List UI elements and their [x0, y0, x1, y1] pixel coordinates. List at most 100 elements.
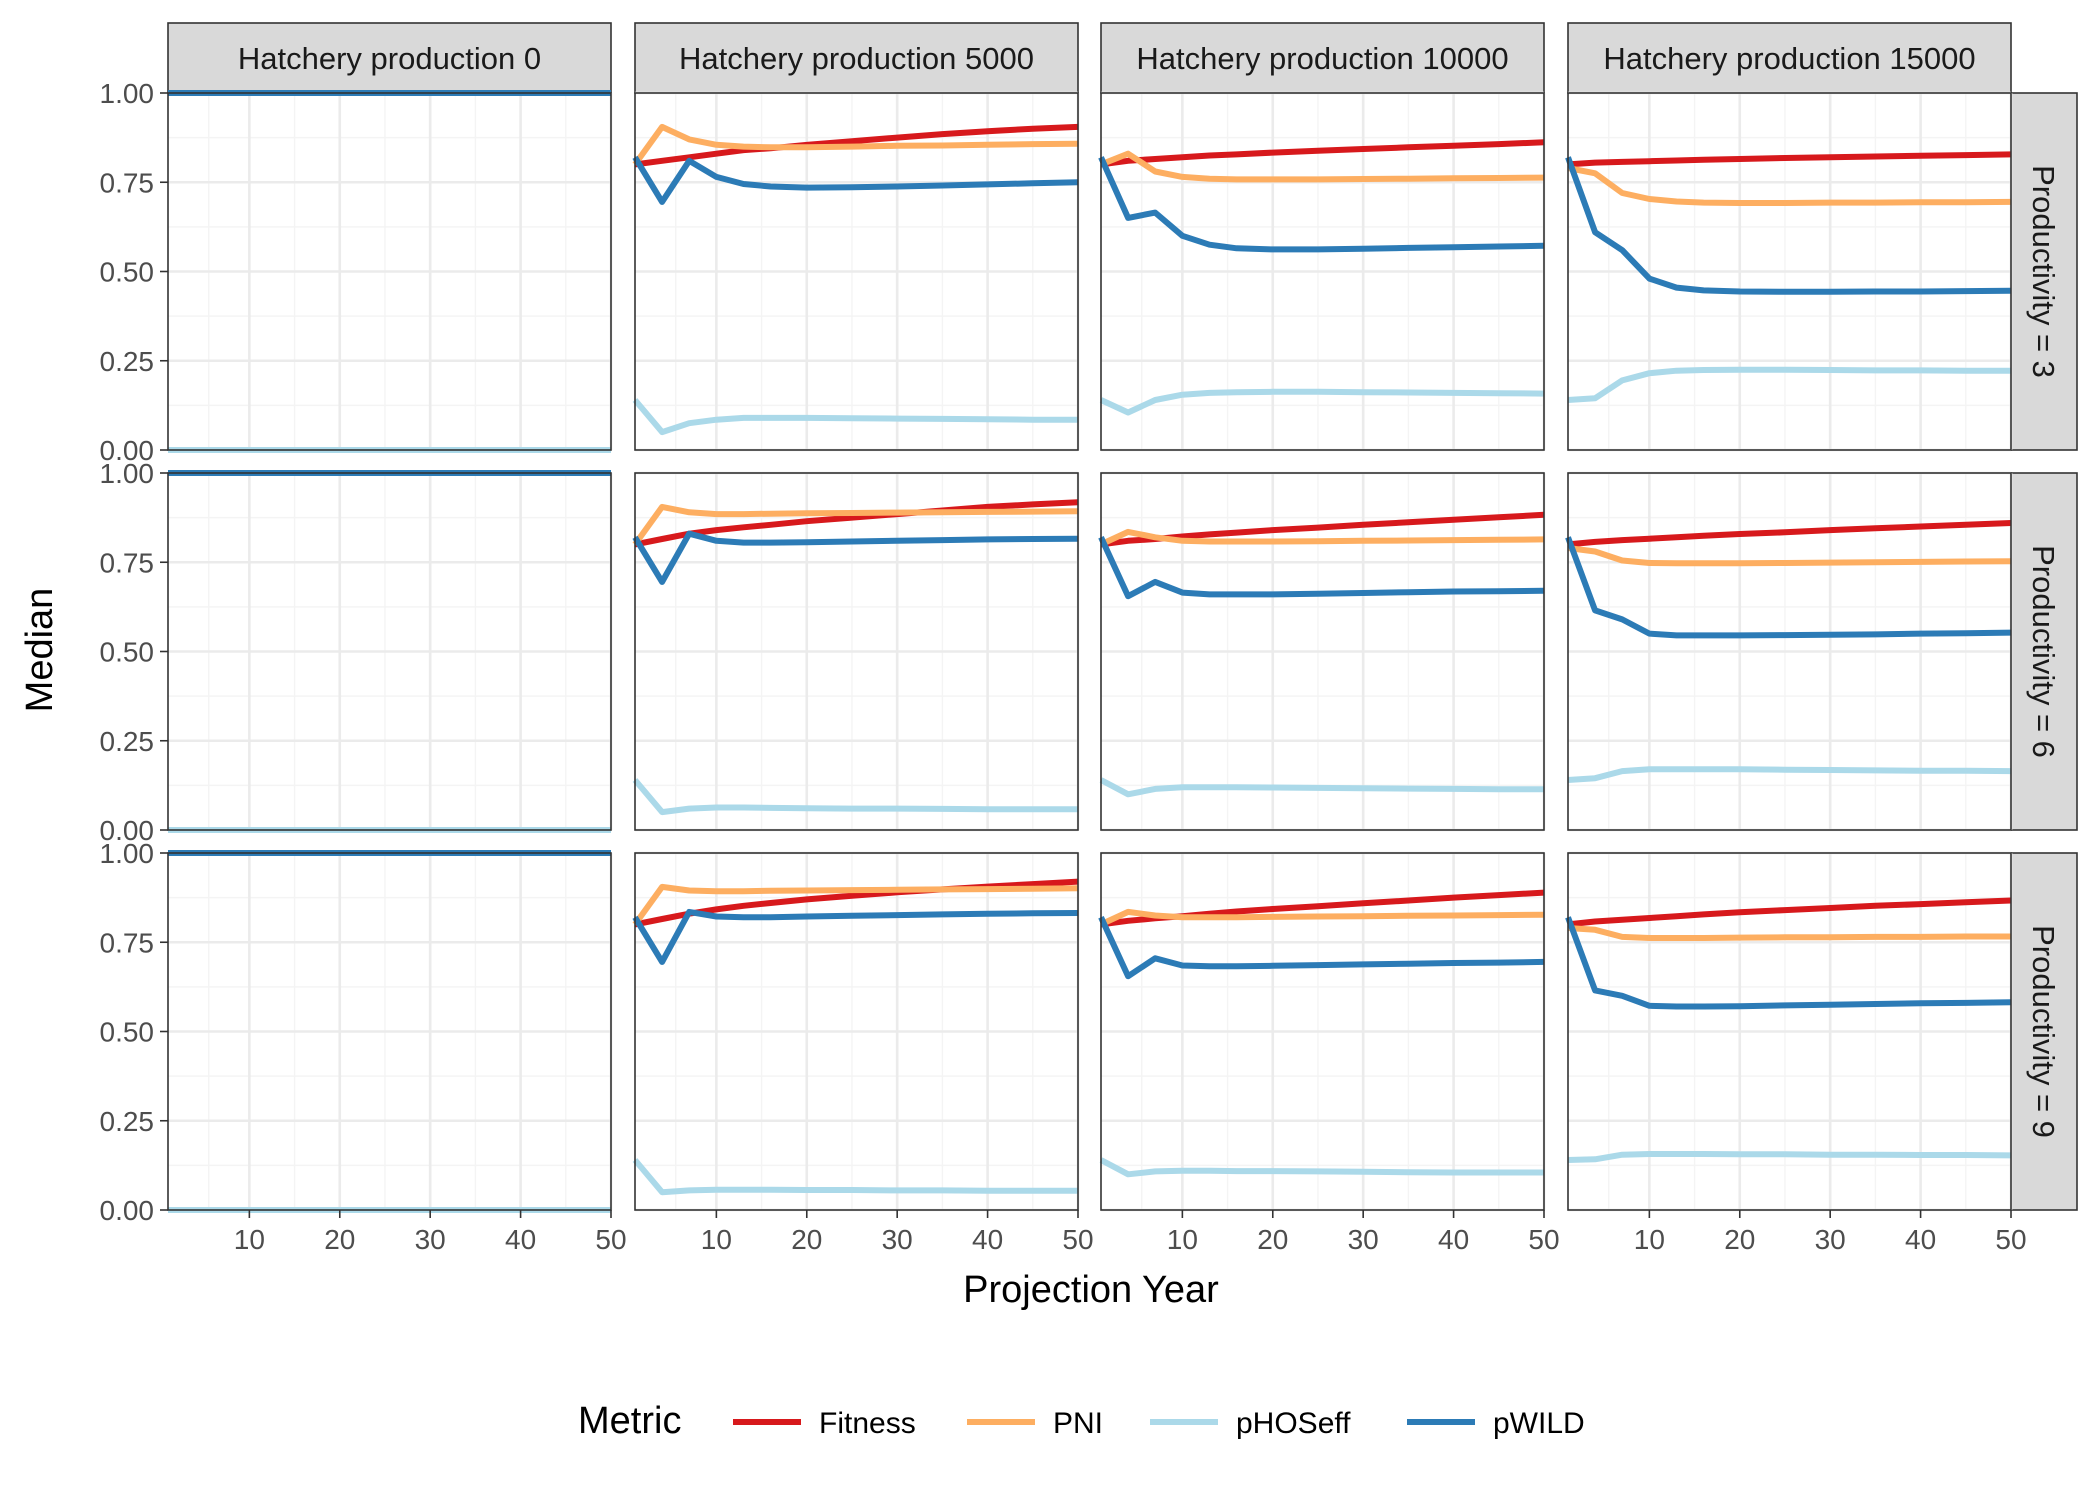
x-tick-label: 30: [1348, 1224, 1379, 1255]
facet-strip-hatchery-production-0: Hatchery production 0: [167, 22, 612, 94]
panel-border: [1100, 472, 1545, 831]
panel-productivity-6-hatchery-production-5000: [632, 471, 1080, 832]
y-tick-label: 1.00: [100, 458, 155, 489]
y-tick-label: 0.75: [100, 927, 155, 958]
facet-strip-label: Hatchery production 5000: [679, 41, 1034, 76]
facet-strip-label: Productivity = 9: [2026, 925, 2061, 1138]
x-tick-label: 50: [1995, 1224, 2026, 1255]
facet-strip-productivity-6: Productivity = 6: [2010, 472, 2078, 831]
panel-productivity-9-hatchery-production-0: 0.00 0.25 0.50 0.75 1.00 10 20 30 40 50: [100, 838, 627, 1255]
series-line-phoseff: [1099, 1157, 1544, 1178]
series-line-phoseff: [632, 1158, 1078, 1196]
facet-strip-background: [1100, 22, 1545, 94]
series-line-pwild: [1565, 916, 2012, 1010]
legend-entry-pni: PNI: [967, 1407, 1103, 1440]
x-tick-label: 40: [1438, 1224, 1469, 1255]
series-line-pwild: [632, 155, 1079, 205]
panel-productivity-3-hatchery-production-15000: [1565, 91, 2013, 452]
x-tick-label: 10: [701, 1224, 732, 1255]
x-tick-label: 40: [972, 1224, 1003, 1255]
series-line-pni: [1099, 528, 1545, 548]
series-line-fitness: [1100, 139, 1545, 168]
x-tick-label: 50: [1528, 1224, 1559, 1255]
facet-strip-label: Hatchery production 15000: [1603, 41, 1975, 76]
y-tick-label: 0.00: [100, 1195, 155, 1226]
series-line-pwild: [1098, 156, 1545, 253]
facet-strip-label: Hatchery production 0: [238, 41, 541, 76]
facet-strip-background: [1567, 22, 2012, 94]
facet-strip-hatchery-production-10000: Hatchery production 10000: [1100, 22, 1545, 94]
panel-productivity-9-hatchery-production-5000: 10 20 30 40 50: [632, 851, 1094, 1255]
panel-border: [634, 472, 1079, 831]
series-line-pwild: [1565, 156, 2012, 295]
series-line-phoseff: [1567, 366, 2011, 403]
x-tick-label: 30: [415, 1224, 446, 1255]
facet-strip-hatchery-production-5000: Hatchery production 5000: [634, 22, 1079, 94]
panel-productivity-9-hatchery-production-10000: 10 20 30 40 50: [1098, 851, 1560, 1255]
panel-productivity-9-hatchery-production-15000: 10 20 30 40 50: [1565, 851, 2027, 1255]
y-tick-label: 1.00: [100, 78, 155, 109]
series-line-pwild: [1098, 916, 1545, 980]
facet-strip-background: [167, 22, 612, 94]
x-tick-label: 20: [791, 1224, 822, 1255]
x-tick-label: 50: [1062, 1224, 1093, 1255]
y-tick-label: 0.25: [100, 1106, 155, 1137]
facet-strip-hatchery-production-15000: Hatchery production 15000: [1567, 22, 2012, 94]
x-axis-title: Projection Year: [963, 1269, 1219, 1311]
legend-label-pwild: pWILD: [1493, 1407, 1585, 1440]
series-line-fitness: [1567, 520, 2012, 548]
y-tick-label: 0.50: [100, 637, 155, 668]
x-tick-label: 20: [324, 1224, 355, 1255]
series-line-phoseff: [632, 778, 1078, 816]
panel-border: [1567, 472, 2012, 831]
panel-border: [634, 852, 1079, 1211]
legend-entry-phoseff: pHOSeff: [1150, 1407, 1351, 1440]
facet-strip-productivity-3: Productivity = 3: [2010, 92, 2078, 451]
legend-entry-fitness: Fitness: [733, 1407, 916, 1440]
series-line-pni: [632, 883, 1079, 927]
facet-strip-label: Hatchery production 10000: [1136, 41, 1508, 76]
legend-entry-pwild: pWILD: [1407, 1407, 1585, 1440]
panel-border: [1567, 92, 2012, 451]
panel-productivity-3-hatchery-production-0: 0.00 0.25 0.50 0.75 1.00: [100, 78, 613, 466]
series-line-pni: [1099, 150, 1545, 183]
x-tick-label: 40: [505, 1224, 536, 1255]
x-tick-label: 50: [595, 1224, 626, 1255]
y-tick-label: 0.00: [100, 435, 155, 466]
legend: Metric Fitness PNI pHOSeff pWILD: [578, 1400, 1585, 1442]
x-tick-label: 30: [882, 1224, 913, 1255]
facet-strip-background: [2010, 92, 2078, 451]
series-line-pni: [632, 503, 1079, 547]
panel-productivity-6-hatchery-production-15000: [1565, 471, 2013, 832]
y-tick-label: 0.25: [100, 726, 155, 757]
series-line-phoseff: [1099, 777, 1544, 798]
x-tick-label: 40: [1905, 1224, 1936, 1255]
facet-strip-productivity-9: Productivity = 9: [2010, 852, 2078, 1211]
y-tick-label: 0.25: [100, 346, 155, 377]
panel-productivity-3-hatchery-production-10000: [1098, 91, 1546, 452]
series-line-fitness: [1567, 897, 2012, 928]
panel-border: [1100, 92, 1545, 451]
panel-border: [1567, 852, 2012, 1211]
series-line-phoseff: [632, 398, 1078, 436]
series-line-phoseff: [1567, 766, 2012, 783]
panel-productivity-3-hatchery-production-5000: [632, 91, 1080, 452]
x-tick-label: 20: [1724, 1224, 1755, 1255]
series-line-pwild: [632, 530, 1079, 585]
facet-strip-background: [2010, 472, 2078, 831]
x-tick-label: 10: [1167, 1224, 1198, 1255]
y-tick-label: 0.75: [100, 547, 155, 578]
panel-productivity-6-hatchery-production-10000: [1098, 471, 1546, 832]
facet-strip-background: [2010, 852, 2078, 1211]
legend-title: Metric: [578, 1400, 681, 1442]
legend-label-phoseff: pHOSeff: [1236, 1407, 1351, 1440]
series-line-phoseff: [1567, 1151, 2012, 1163]
y-axis-title: Median: [19, 588, 61, 713]
series-line-pni: [1567, 925, 2011, 941]
facet-strip-label: Productivity = 3: [2026, 165, 2061, 378]
series-line-pni: [1099, 908, 1545, 928]
facet-strip-label: Productivity = 6: [2026, 545, 2061, 758]
y-tick-label: 0.75: [100, 167, 155, 198]
series-line-pni: [1567, 545, 2012, 567]
